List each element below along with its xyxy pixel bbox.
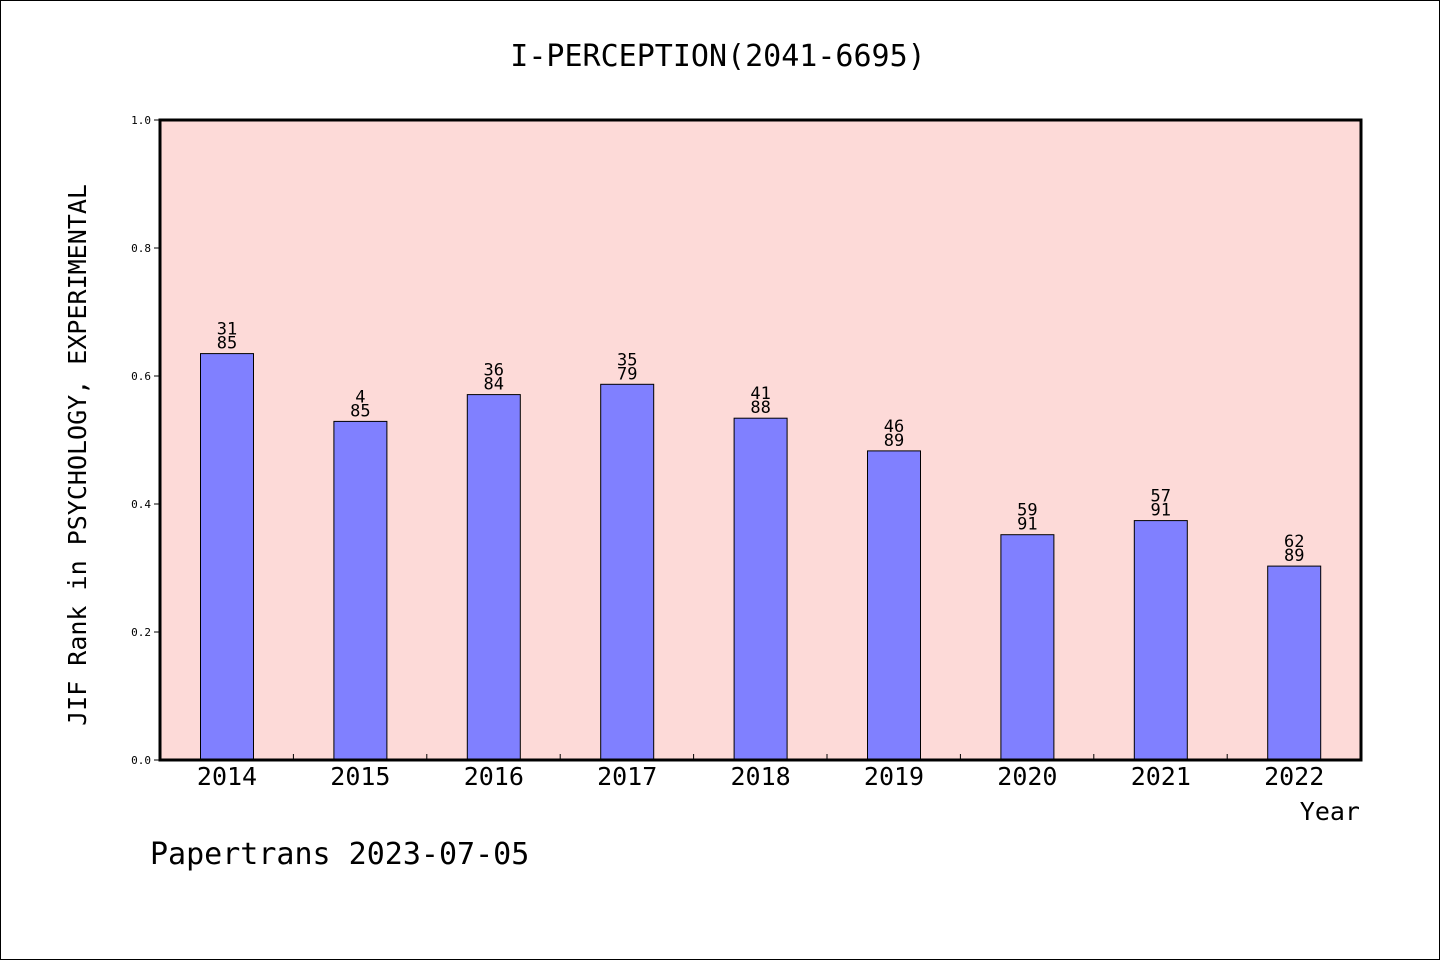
rank-label-2017: 35 [617, 350, 637, 370]
bar-2016 [466, 394, 521, 761]
y-axis-ticks: 0.0 0.2 0.4 0.6 0.8 1.0 [131, 114, 160, 767]
x-axis-ticks: 2014 2015 2016 2017 2018 2019 2020 2021 2022 [197, 754, 1324, 791]
rank-label-2021: 57 [1151, 487, 1171, 507]
rank-label-2018: 41 [750, 384, 770, 404]
total-label-2019: 89 [884, 431, 904, 451]
y-tick-label: 0.2 [131, 626, 151, 639]
rank-label-2015: 4 [355, 387, 365, 407]
total-label-2016: 84 [484, 375, 504, 395]
y-tick-label: 0.4 [131, 498, 151, 511]
rank-label-2019: 46 [884, 417, 904, 437]
y-tick-label: 0.0 [131, 754, 151, 767]
bar-2015 [333, 420, 388, 761]
total-label-2022: 89 [1284, 546, 1304, 566]
total-label-2014: 85 [217, 334, 237, 354]
total-label-2015: 85 [350, 401, 370, 421]
bar-2019 [867, 450, 921, 761]
total-label-2018: 88 [750, 398, 770, 418]
chart-title: I-PERCEPTION(2041-6695) [510, 39, 925, 74]
bar-2017 [600, 383, 655, 761]
bar-2021 [1133, 520, 1188, 761]
bar-2018 [733, 417, 788, 761]
bar-2020 [1000, 534, 1055, 761]
x-tick-label-2019: 2019 [864, 762, 924, 791]
x-tick-label-2022: 2022 [1264, 762, 1324, 791]
x-axis-label: Year [1300, 797, 1360, 826]
x-tick-label-2020: 2020 [997, 762, 1057, 791]
x-tick-label-2016: 2016 [464, 762, 524, 791]
x-tick-label-2014: 2014 [197, 762, 257, 791]
footer-text: Papertrans 2023-07-05 [150, 837, 529, 872]
x-tick-label-2021: 2021 [1131, 762, 1191, 791]
plot-border [158, 118, 1363, 762]
bars-group [200, 353, 1322, 761]
y-tick-label: 0.8 [131, 242, 151, 255]
y-axis-label: JIF Rank in PSYCHOLOGY, EXPERIMENTAL [63, 184, 92, 726]
rank-label-2020: 59 [1017, 501, 1037, 521]
total-label-2020: 91 [1017, 515, 1037, 535]
x-tick-label-2015: 2015 [330, 762, 390, 791]
rank-label-2014: 31 [217, 320, 237, 340]
x-tick-label-2018: 2018 [730, 762, 790, 791]
rank-label-2016: 36 [484, 361, 504, 381]
bar-2014 [200, 353, 254, 761]
x-tick-label-2017: 2017 [597, 762, 657, 791]
y-tick-label: 0.6 [131, 370, 151, 383]
rank-label-2022: 62 [1284, 532, 1304, 552]
bar-2022 [1267, 565, 1322, 761]
total-label-2021: 91 [1151, 501, 1171, 521]
total-label-2017: 79 [617, 364, 637, 384]
y-tick-label: 1.0 [131, 114, 151, 127]
